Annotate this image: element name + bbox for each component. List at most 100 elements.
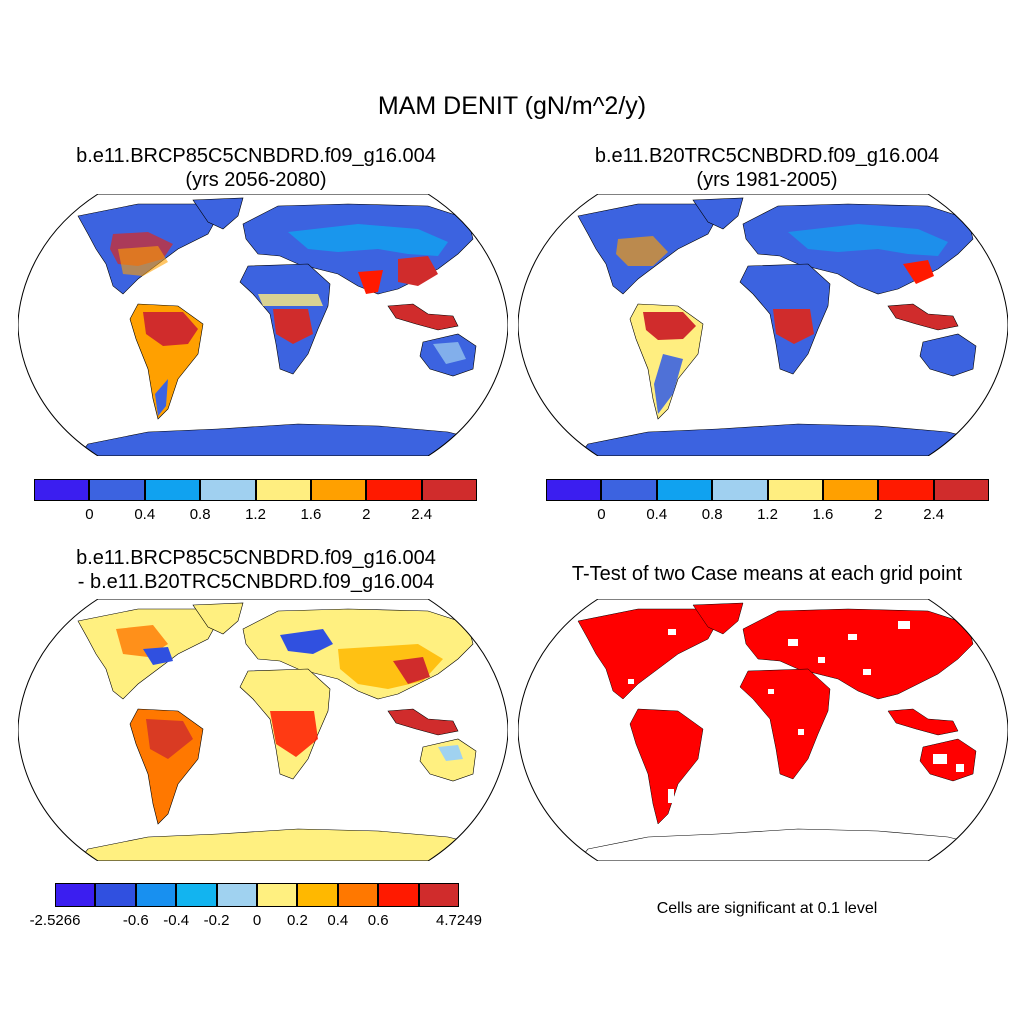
map-case2-frame	[518, 194, 1008, 456]
map-difference-east-asia-hot	[393, 657, 430, 684]
map-difference-greenland	[192, 602, 244, 635]
ttest-note: Cells are significant at 0.1 level	[656, 900, 878, 917]
colorbar-box	[297, 883, 338, 907]
colorbar-box	[767, 479, 823, 501]
map-difference-europe-cool	[280, 629, 333, 654]
map-case2-east-asia-hot	[903, 260, 934, 284]
map-difference	[18, 599, 508, 861]
colorbar-box	[656, 479, 713, 501]
map-ttest	[518, 599, 1008, 861]
map-ttest-indonesia	[887, 708, 959, 736]
colorbar-label: 2	[362, 506, 371, 523]
map-case1-antarctica	[77, 423, 499, 456]
colorbar-box	[421, 479, 477, 501]
colorbar-label: 0	[252, 912, 262, 929]
colorbar-box	[34, 479, 90, 501]
panel-difference-title-line1: b.e11.BRCP85C5CNBDRD.f09_g16.004	[76, 547, 436, 569]
map-ttest-nonsignificant-gaps	[628, 621, 964, 803]
map-difference-frame	[18, 599, 508, 861]
map-difference-australia-cool	[438, 745, 463, 761]
map-difference-north-america-cool	[143, 647, 173, 665]
colorbar-label: 1.6	[300, 506, 322, 523]
colorbar-box	[366, 479, 422, 501]
colorbar-box	[89, 479, 145, 501]
panel-case2-title: b.e11.B20TRC5CNBDRD.f09_g16.004 (yrs 198…	[517, 144, 1017, 192]
colorbar-box	[601, 479, 657, 501]
map-ttest-frame	[518, 599, 1008, 861]
map-case2-north-america-warm	[616, 236, 668, 266]
map-ttest-south-america	[629, 708, 704, 825]
map-case1-south-america-blue	[155, 379, 168, 416]
map-ttest-greenland	[692, 602, 744, 635]
map-case2-antarctica	[577, 423, 999, 456]
map-case2-australia	[919, 333, 977, 377]
colorbar-box	[310, 479, 367, 501]
panel-ttest-title: T-Test of two Case means at each grid po…	[517, 562, 1017, 586]
colorbar-box	[546, 479, 602, 501]
panel-difference-title: b.e11.BRCP85C5CNBDRD.f09_g16.004 - b.e11…	[6, 546, 506, 594]
colorbar-label: 1.6	[812, 506, 834, 523]
figure-title: MAM DENIT (gN/m^2/y)	[377, 92, 647, 120]
colorbar-label: 0.4	[646, 506, 668, 523]
colorbar-difference: -2.5266 -0.6 -0.4 -0.2 0 0.2 0.4 0.6 4.7249	[30, 883, 482, 929]
map-case2-greenland	[692, 197, 744, 230]
colorbar-box	[144, 479, 201, 501]
map-ttest-africa	[739, 668, 831, 780]
colorbar-box	[822, 479, 879, 501]
colorbar-label: 0.2	[286, 912, 308, 929]
colorbar-box	[337, 883, 379, 907]
colorbar-box	[378, 883, 419, 907]
map-difference-indonesia	[387, 708, 459, 736]
map-case1	[18, 194, 508, 456]
colorbar-label: -2.5266	[29, 912, 81, 929]
panel-case2-title-line2: (yrs 1981-2005)	[696, 169, 838, 191]
colorbar-label: 4.7249	[436, 912, 482, 929]
map-case1-greenland	[192, 197, 244, 230]
colorbar-box	[55, 883, 96, 907]
map-case2-south-america-blue	[654, 354, 683, 414]
panel-case1-title-line2: (yrs 2056-2080)	[185, 169, 327, 191]
colorbar-label: 1.2	[245, 506, 266, 523]
colorbar-label: 2.4	[411, 506, 433, 523]
map-case2-amazon-hot	[643, 312, 696, 340]
colorbar-case1: 0 0.4 0.8 1.2 1.6 2 2.4	[34, 479, 477, 523]
colorbar-label: -0.4	[163, 912, 190, 929]
map-case2-africa-hot	[773, 309, 814, 344]
colorbar-label: 0.6	[367, 912, 389, 929]
map-case1-india-hot	[358, 270, 383, 294]
colorbar-box	[878, 479, 934, 501]
colorbar-case2: 0 0.4 0.8 1.2 1.6 2 2.4	[546, 479, 989, 523]
map-case1-eurasia-warm	[288, 224, 448, 256]
colorbar-box	[135, 883, 177, 907]
colorbar-box	[712, 479, 768, 501]
map-case1-amazon-hot	[143, 312, 198, 346]
colorbar-label: 2	[874, 506, 883, 523]
colorbar-label: 0.8	[189, 506, 211, 523]
colorbar-box	[95, 883, 136, 907]
map-difference-africa-hot	[270, 711, 318, 757]
panel-case1-title: b.e11.BRCP85C5CNBDRD.f09_g16.004 (yrs 20…	[6, 144, 506, 192]
colorbar-label: 2.4	[923, 506, 945, 523]
map-case1-australia-light	[433, 342, 466, 364]
panel-case2-title-line1: b.e11.B20TRC5CNBDRD.f09_g16.004	[594, 145, 940, 167]
colorbar-box	[418, 883, 459, 907]
colorbar-box	[933, 479, 989, 501]
colorbar-label: -0.2	[203, 912, 230, 929]
colorbar-label: 0.8	[701, 506, 723, 523]
colorbar-label: 0	[85, 506, 94, 523]
map-difference-south-america-hot	[146, 719, 193, 759]
map-case2-indonesia	[887, 303, 959, 331]
map-ttest-antarctica	[577, 828, 999, 861]
colorbar-box	[216, 883, 257, 907]
map-case1-north-america-warm	[118, 246, 168, 276]
colorbar-box	[200, 479, 256, 501]
colorbar-label: 0.4	[327, 912, 349, 929]
colorbar-label: -0.6	[122, 912, 149, 929]
colorbar-box	[257, 883, 298, 907]
map-case1-east-asia-hot	[398, 256, 438, 286]
panel-ttest-title-line1: T-Test of two Case means at each grid po…	[571, 563, 963, 585]
colorbar-label: 1.2	[757, 506, 778, 523]
colorbar-label: 0	[597, 506, 606, 523]
map-case2	[518, 194, 1008, 456]
map-case1-africa-hot	[273, 309, 313, 344]
